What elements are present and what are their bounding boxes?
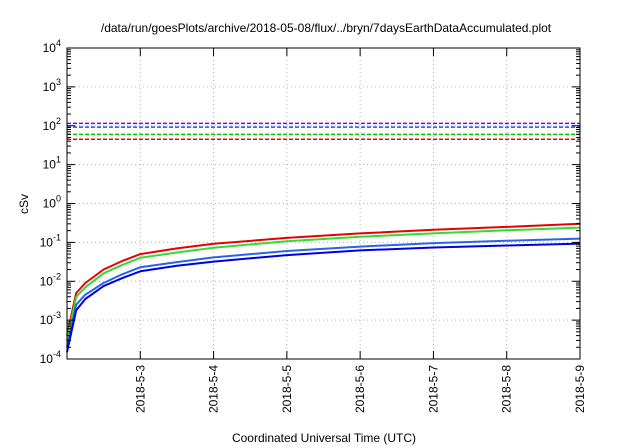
series-line	[66, 226, 581, 341]
y-tick-label: 103	[43, 77, 61, 94]
x-tick-label: 2018-5-7	[426, 365, 440, 413]
y-tick-label: 102	[43, 116, 61, 133]
x-tick-label: 2018-5-3	[133, 365, 147, 413]
chart-title: /data/run/goesPlots/archive/2018-05-08/f…	[101, 21, 552, 35]
threshold-lines	[67, 122, 580, 140]
y-tick-label: 10-4	[40, 349, 61, 366]
y-axis: 10-4 10-3 10-2 10-1 100 101 102 103 104	[40, 38, 580, 366]
grid	[67, 48, 580, 359]
x-tick-label: 2018-5-4	[207, 365, 221, 413]
x-tick-label: 2018-5-8	[500, 365, 514, 413]
y-tick-label: 10-2	[40, 271, 61, 288]
y-tick-label: 101	[43, 155, 61, 172]
y-tick-label: 10-3	[40, 310, 61, 327]
y-axis-label: cSv	[17, 194, 31, 214]
series-line	[66, 237, 581, 348]
series-lines	[66, 222, 581, 353]
series-line	[66, 222, 581, 336]
x-tick-label: 2018-5-5	[280, 365, 294, 413]
x-tick-label: 2018-5-9	[573, 365, 587, 413]
y-tick-label: 100	[43, 194, 61, 211]
series-line	[66, 242, 581, 353]
y-tick-label: 10-1	[40, 232, 61, 249]
y-tick-label: 104	[43, 38, 61, 55]
x-axis-label: Coordinated Universal Time (UTC)	[232, 431, 416, 445]
x-tick-label: 2018-5-6	[353, 365, 367, 413]
x-axis: 2018-5-3 2018-5-4 2018-5-5 2018-5-6 2018-5-7…	[133, 48, 587, 413]
